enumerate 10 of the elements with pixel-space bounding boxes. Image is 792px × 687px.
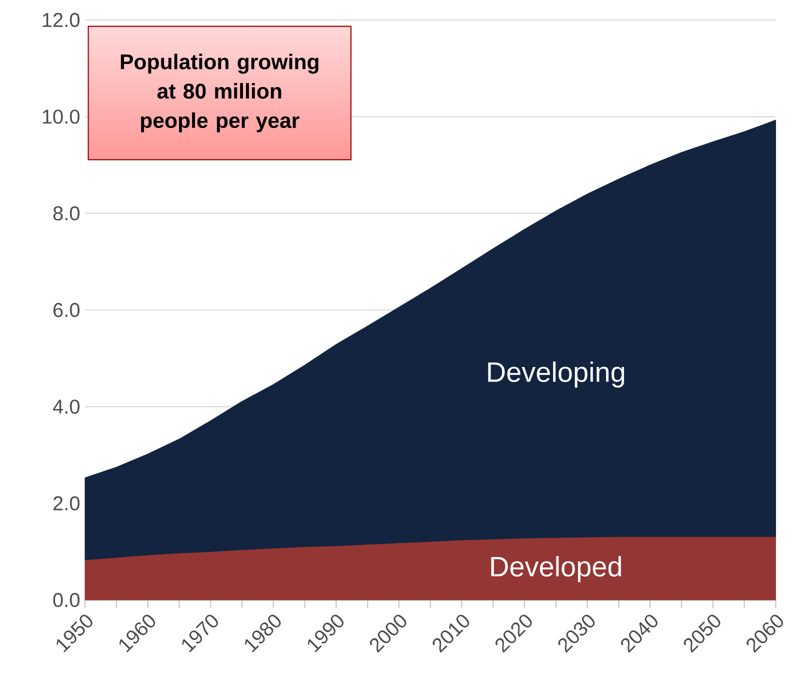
y-tick-label: 0.0 [53, 592, 80, 608]
y-tick-label: 12.0 [42, 12, 80, 28]
y-tick-label: 10.0 [42, 110, 80, 124]
annotation: Population growing at 80 million people per year [120, 54, 318, 132]
series-label: Developed [491, 556, 622, 582]
series-label: Developing [488, 361, 624, 388]
y-tick-label: 6.0 [54, 302, 80, 318]
y-tick-label: 8.0 [53, 206, 80, 220]
y-tick-label: 4.0 [52, 400, 80, 414]
y-tick-label: 2.0 [53, 496, 80, 510]
